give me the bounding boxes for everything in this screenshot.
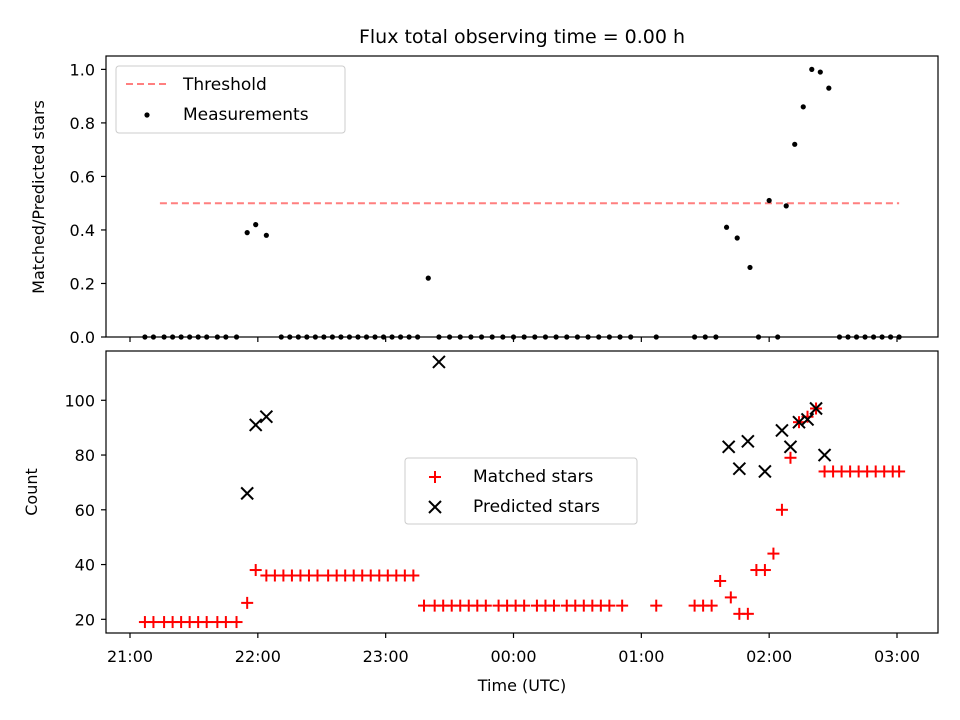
matched-star-point (893, 465, 906, 478)
top-y-tick-label: 1.0 (70, 60, 95, 79)
legend-predicted-swatch (428, 500, 442, 514)
matched-star-point (230, 616, 243, 629)
predicted-star-point (809, 401, 823, 416)
matched-star-point (311, 569, 324, 582)
bottom-y-ticks: 20 40 60 80 100 (64, 391, 106, 629)
matched-star-point (741, 607, 754, 620)
bottom-x-tick-label: 21:00 (107, 647, 153, 666)
measurement-point (734, 235, 740, 241)
bottom-y-tick-label: 20 (75, 610, 95, 629)
predicted-star-point (800, 412, 815, 427)
matched-star-point (758, 564, 771, 577)
predicted-star-point (775, 423, 789, 438)
predicted-star-point (758, 464, 772, 479)
matched-star-point (147, 616, 160, 629)
measurement-point (826, 85, 832, 91)
top-panel: Flux total observing time = 0.00 h Match… (29, 26, 939, 347)
matched-star-point (547, 599, 560, 612)
top-y-tick-label: 0.2 (70, 274, 95, 293)
predicted-star-point (432, 355, 446, 369)
matched-star-point (479, 599, 492, 612)
bottom-x-tick-label: 02:00 (746, 647, 792, 666)
predicted-star-point (817, 448, 832, 462)
predicted-star-point (721, 440, 736, 454)
top-y-tick-label: 0.8 (70, 114, 95, 133)
bottom-x-tick-label: 23:00 (363, 647, 409, 666)
bottom-y-tick-label: 80 (75, 446, 95, 465)
measurement-point (783, 203, 789, 209)
matched-star-point (418, 599, 431, 612)
top-y-tick-label: 0.4 (70, 221, 95, 240)
bottom-x-tick-label: 03:00 (874, 647, 920, 666)
matched-star-point (784, 451, 797, 464)
matched-star-point (724, 591, 737, 604)
measurement-point (817, 69, 823, 75)
matched-star-point (219, 616, 232, 629)
top-y-axis-label: Matched/Predicted stars (29, 100, 48, 294)
bottom-x-tick-label: 22:00 (235, 647, 281, 666)
measurement-point (425, 275, 431, 281)
measurement-point (263, 232, 269, 238)
bottom-y-tick-label: 100 (64, 391, 95, 410)
measurement-point (244, 230, 250, 236)
top-plot-marks (142, 66, 902, 340)
bottom-plot-marks (138, 355, 906, 629)
top-x-ticks (129, 337, 898, 342)
bottom-x-ticks: 21:00 22:00 23:00 00:00 01:00 02:00 03:00 (107, 633, 920, 666)
top-axes-frame (105, 55, 939, 338)
top-legend: Threshold Measurements (115, 65, 346, 134)
bottom-y-tick-label: 60 (75, 501, 95, 520)
top-chart-title: Flux total observing time = 0.00 h (359, 26, 685, 48)
matched-star-point (603, 599, 616, 612)
measurement-point (800, 104, 806, 110)
matched-star-point (200, 616, 213, 629)
matched-star-point (705, 599, 718, 612)
bottom-legend-box (404, 457, 638, 525)
bottom-axes-frame (105, 350, 939, 634)
top-y-ticks: 0.0 0.2 0.4 0.6 0.8 1.0 (70, 60, 106, 347)
bottom-legend: Matched stars Predicted stars (404, 457, 638, 525)
measurement-point (253, 222, 259, 228)
predicted-star-point (240, 486, 254, 501)
measurement-point (809, 66, 815, 72)
legend-measurements-label: Measurements (183, 105, 309, 125)
measurement-point (747, 264, 753, 271)
bottom-x-axis-label: Time (UTC) (477, 676, 566, 695)
matched-star-point (518, 599, 531, 612)
predicted-star-point (783, 440, 798, 454)
top-legend-box (115, 65, 346, 134)
legend-matched-label: Matched stars (473, 467, 593, 487)
top-y-tick-label: 0.0 (70, 328, 95, 347)
predicted-star-point (741, 434, 755, 449)
matched-star-point (767, 547, 780, 560)
bottom-x-tick-label: 00:00 (490, 647, 536, 666)
matched-star-point (616, 599, 629, 612)
matched-star-point (407, 569, 420, 582)
matched-star-point (714, 574, 727, 587)
predicted-star-point (259, 410, 274, 424)
legend-matched-swatch (429, 471, 441, 483)
predicted-star-point (248, 418, 263, 432)
measurement-point (792, 141, 798, 147)
bottom-x-tick-label: 01:00 (618, 647, 664, 666)
predicted-star-point (732, 462, 747, 476)
bottom-y-tick-label: 40 (75, 556, 95, 575)
matched-star-point (249, 564, 262, 577)
legend-threshold-label: Threshold (182, 75, 267, 95)
matched-star-point (650, 599, 663, 612)
measurement-point (723, 224, 730, 230)
matched-star-point (241, 596, 254, 609)
top-y-tick-label: 0.6 (70, 167, 95, 186)
legend-predicted-label: Predicted stars (473, 497, 600, 517)
predicted-star-point (792, 415, 806, 429)
matched-star-point (775, 503, 788, 516)
legend-measurements-swatch (144, 112, 150, 118)
measurement-point (766, 197, 772, 204)
bottom-y-axis-label: Count (22, 468, 41, 516)
